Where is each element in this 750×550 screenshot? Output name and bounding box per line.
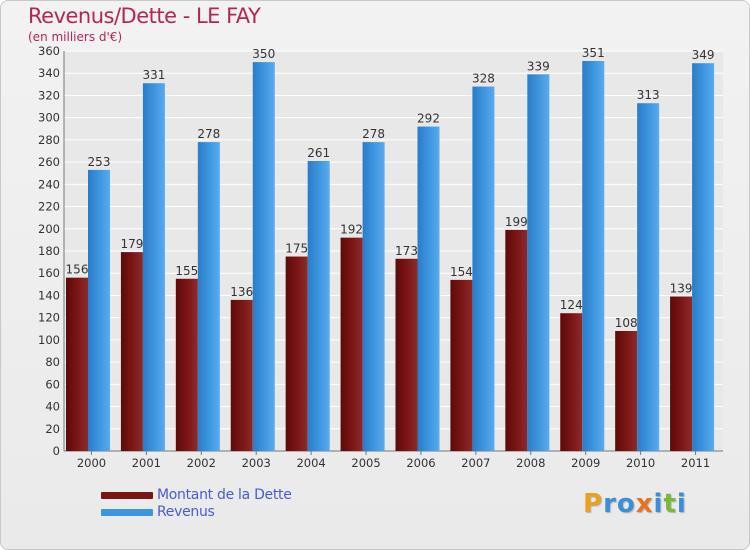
data-label-dette: 179 bbox=[120, 237, 143, 251]
y-tick-label: 340 bbox=[38, 66, 60, 80]
bar-dette bbox=[615, 331, 638, 451]
data-label-revenus: 339 bbox=[527, 59, 550, 73]
y-tick-label: 0 bbox=[53, 444, 60, 458]
bar-revenus bbox=[472, 86, 495, 452]
bar-revenus bbox=[692, 63, 715, 451]
legend-item-revenus: Revenus bbox=[101, 504, 292, 520]
x-tick-label: 2004 bbox=[296, 456, 325, 470]
data-label-revenus: 292 bbox=[417, 112, 440, 126]
bar-dette bbox=[560, 313, 583, 451]
bar-revenus bbox=[582, 61, 605, 451]
data-label-revenus: 278 bbox=[362, 127, 385, 141]
y-tick-label: 140 bbox=[38, 288, 60, 302]
x-tick-label: 2003 bbox=[242, 456, 271, 470]
data-label-dette: 173 bbox=[395, 244, 418, 258]
y-tick-label: 320 bbox=[38, 88, 60, 102]
data-label-revenus: 313 bbox=[637, 88, 660, 102]
bar-revenus bbox=[142, 83, 165, 451]
legend-label-dette: Montant de la Dette bbox=[157, 487, 292, 503]
y-tick-label: 280 bbox=[38, 133, 60, 147]
y-tick-label: 200 bbox=[38, 222, 60, 236]
y-tick-label: 20 bbox=[45, 422, 60, 436]
legend-swatch-revenus bbox=[101, 508, 153, 516]
y-tick-label: 180 bbox=[38, 244, 60, 258]
data-label-revenus: 331 bbox=[142, 68, 165, 82]
legend-item-dette: Montant de la Dette bbox=[101, 487, 292, 503]
data-label-revenus: 261 bbox=[307, 146, 330, 160]
x-tick-label: 2002 bbox=[187, 456, 216, 470]
bar-revenus bbox=[527, 74, 550, 451]
bar-revenus bbox=[88, 169, 110, 451]
data-label-revenus: 351 bbox=[582, 46, 605, 60]
logo-letter: r bbox=[603, 489, 617, 519]
proxiti-logo: Proxiti bbox=[583, 489, 687, 519]
bar-dette bbox=[230, 299, 253, 451]
logo-letter: P bbox=[583, 489, 604, 519]
y-tick-label: 260 bbox=[38, 155, 60, 169]
data-label-dette: 156 bbox=[66, 263, 89, 277]
data-label-dette: 175 bbox=[285, 242, 308, 256]
bar-revenus bbox=[417, 126, 440, 452]
bar-dette bbox=[120, 252, 143, 451]
x-tick-label: 2008 bbox=[516, 456, 545, 470]
y-tick-label: 240 bbox=[38, 177, 60, 191]
y-tick-label: 300 bbox=[38, 111, 60, 125]
x-tick-label: 2005 bbox=[351, 456, 380, 470]
legend-label-revenus: Revenus bbox=[157, 504, 215, 520]
bar-revenus bbox=[362, 142, 385, 451]
y-tick-label: 360 bbox=[38, 44, 60, 58]
data-label-dette: 192 bbox=[340, 223, 363, 237]
bar-revenus bbox=[637, 103, 660, 451]
y-tick-label: 100 bbox=[38, 333, 60, 347]
bar-dette bbox=[66, 277, 88, 451]
data-label-revenus: 278 bbox=[197, 127, 220, 141]
x-tick-label: 2009 bbox=[571, 456, 600, 470]
data-label-dette: 139 bbox=[670, 282, 693, 296]
data-label-dette: 108 bbox=[615, 316, 638, 330]
x-tick-label: 2001 bbox=[132, 456, 161, 470]
bar-dette bbox=[450, 279, 473, 451]
y-tick-label: 120 bbox=[38, 311, 60, 325]
y-tick-label: 220 bbox=[38, 200, 60, 214]
bar-dette bbox=[175, 278, 198, 451]
data-label-dette: 155 bbox=[175, 264, 198, 278]
x-tick-label: 2010 bbox=[626, 456, 655, 470]
x-tick-label: 2011 bbox=[681, 456, 710, 470]
x-tick-label: 2000 bbox=[77, 456, 106, 470]
logo-letter: t bbox=[663, 489, 677, 519]
data-label-revenus: 328 bbox=[472, 72, 495, 86]
y-tick-label: 160 bbox=[38, 266, 60, 280]
bar-dette bbox=[670, 296, 693, 451]
y-tick-label: 80 bbox=[45, 355, 60, 369]
bar-revenus bbox=[307, 161, 330, 451]
data-label-dette: 136 bbox=[230, 285, 253, 299]
x-tick-label: 2007 bbox=[461, 456, 490, 470]
bar-revenus bbox=[252, 62, 275, 451]
legend-swatch-dette bbox=[101, 491, 153, 499]
data-label-revenus: 253 bbox=[88, 155, 111, 169]
bar-revenus bbox=[197, 142, 220, 451]
data-label-dette: 124 bbox=[560, 298, 583, 312]
data-label-dette: 199 bbox=[505, 215, 528, 229]
legend: Montant de la Dette Revenus bbox=[101, 487, 292, 521]
data-label-revenus: 349 bbox=[692, 48, 715, 62]
logo-letter: x bbox=[635, 489, 654, 519]
chart-title: Revenus/Dette - LE FAY bbox=[28, 4, 261, 28]
bar-dette bbox=[285, 256, 308, 451]
bar-dette bbox=[505, 229, 528, 451]
y-tick-label: 40 bbox=[45, 400, 60, 414]
y-tick-label: 60 bbox=[45, 377, 60, 391]
chart-subtitle: (en milliers d'€) bbox=[28, 30, 123, 44]
logo-letter: i bbox=[653, 489, 664, 519]
logo-letter: o bbox=[616, 489, 636, 519]
bar-dette bbox=[395, 258, 418, 451]
data-label-revenus: 350 bbox=[252, 47, 275, 61]
logo-letter: i bbox=[676, 489, 687, 519]
data-label-dette: 154 bbox=[450, 265, 473, 279]
bar-dette bbox=[340, 237, 363, 451]
x-tick-label: 2006 bbox=[406, 456, 435, 470]
